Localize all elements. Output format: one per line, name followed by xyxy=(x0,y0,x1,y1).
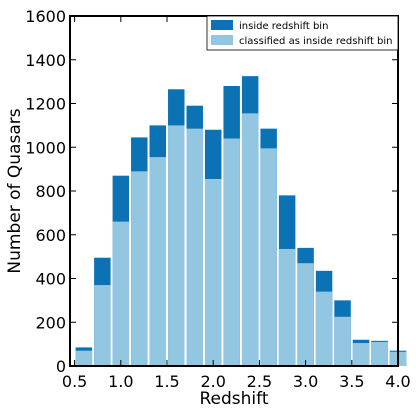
y-tick-label-3: 600 xyxy=(35,226,66,245)
bar-classified-15 xyxy=(352,343,370,366)
bar-classified-16 xyxy=(371,341,388,366)
bar-classified-3 xyxy=(131,171,148,366)
y-tick-label-2: 400 xyxy=(35,270,66,289)
bar-classified-0 xyxy=(75,350,93,366)
x-axis-label: Redshift xyxy=(199,389,268,409)
y-tick-label-7: 1400 xyxy=(25,51,66,70)
bar-classified-10 xyxy=(260,148,277,366)
x-tick-label-3: 2.0 xyxy=(200,372,225,391)
legend-label-inside: inside redshift bin xyxy=(239,21,328,32)
bar-classified-13 xyxy=(315,291,333,366)
bar-classified-1 xyxy=(94,285,111,366)
bar-classified-12 xyxy=(297,263,314,366)
bar-classified-2 xyxy=(112,221,130,366)
legend-label-classified: classified as inside redshift bin xyxy=(239,36,393,47)
bar-classified-6 xyxy=(186,128,203,366)
y-tick-label-6: 1200 xyxy=(25,95,66,114)
y-ticks: 0 200 400 600 800 1000 1200 1400 1600 xyxy=(25,7,398,376)
bar-classified-14 xyxy=(334,316,351,366)
bar-classified-8 xyxy=(223,138,240,366)
legend: inside redshift bin classified as inside… xyxy=(206,15,399,51)
x-tick-label-1: 1.0 xyxy=(108,372,133,391)
legend-swatch-classified xyxy=(211,35,233,45)
x-tick-label-2: 1.5 xyxy=(154,372,179,391)
y-axis-label: Number of Quasars xyxy=(5,108,25,273)
y-tick-label-4: 800 xyxy=(35,182,66,201)
x-tick-label-4: 2.5 xyxy=(247,372,272,391)
bars-layer xyxy=(75,76,407,366)
legend-swatch-inside xyxy=(211,20,233,30)
x-tick-label-5: 3.0 xyxy=(293,372,318,391)
legend-box xyxy=(206,15,399,51)
y-tick-label-1: 200 xyxy=(35,313,66,332)
bar-classified-7 xyxy=(204,178,222,366)
bar-classified-9 xyxy=(241,113,259,366)
bar-classified-11 xyxy=(278,248,296,366)
x-tick-label-7: 4.0 xyxy=(385,372,410,391)
x-ticks: 0.5 1.0 1.5 2.0 2.5 3.0 3.5 4.0 xyxy=(62,16,411,391)
y-tick-label-0: 0 xyxy=(56,357,66,376)
bar-classified-4 xyxy=(149,157,167,366)
bar-classified-5 xyxy=(168,125,185,366)
y-tick-label-8: 1600 xyxy=(25,7,66,26)
y-tick-label-5: 1000 xyxy=(25,138,66,157)
x-tick-label-0: 0.5 xyxy=(62,372,87,391)
x-tick-label-6: 3.5 xyxy=(339,372,364,391)
